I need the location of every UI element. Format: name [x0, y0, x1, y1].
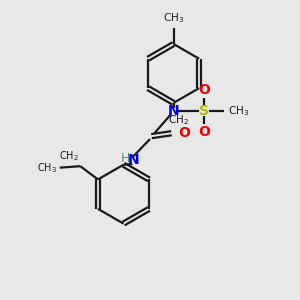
Text: O: O — [178, 126, 190, 140]
Text: CH$_2$: CH$_2$ — [59, 149, 79, 163]
Text: O: O — [199, 125, 210, 139]
Text: N: N — [168, 104, 179, 118]
Text: N: N — [128, 153, 139, 167]
Text: CH$_3$: CH$_3$ — [163, 11, 184, 25]
Text: CH$_2$: CH$_2$ — [168, 113, 189, 127]
Text: S: S — [200, 104, 209, 118]
Text: H: H — [121, 152, 130, 165]
Text: CH$_3$: CH$_3$ — [37, 161, 57, 175]
Text: CH$_3$: CH$_3$ — [228, 104, 249, 118]
Text: O: O — [199, 83, 210, 97]
